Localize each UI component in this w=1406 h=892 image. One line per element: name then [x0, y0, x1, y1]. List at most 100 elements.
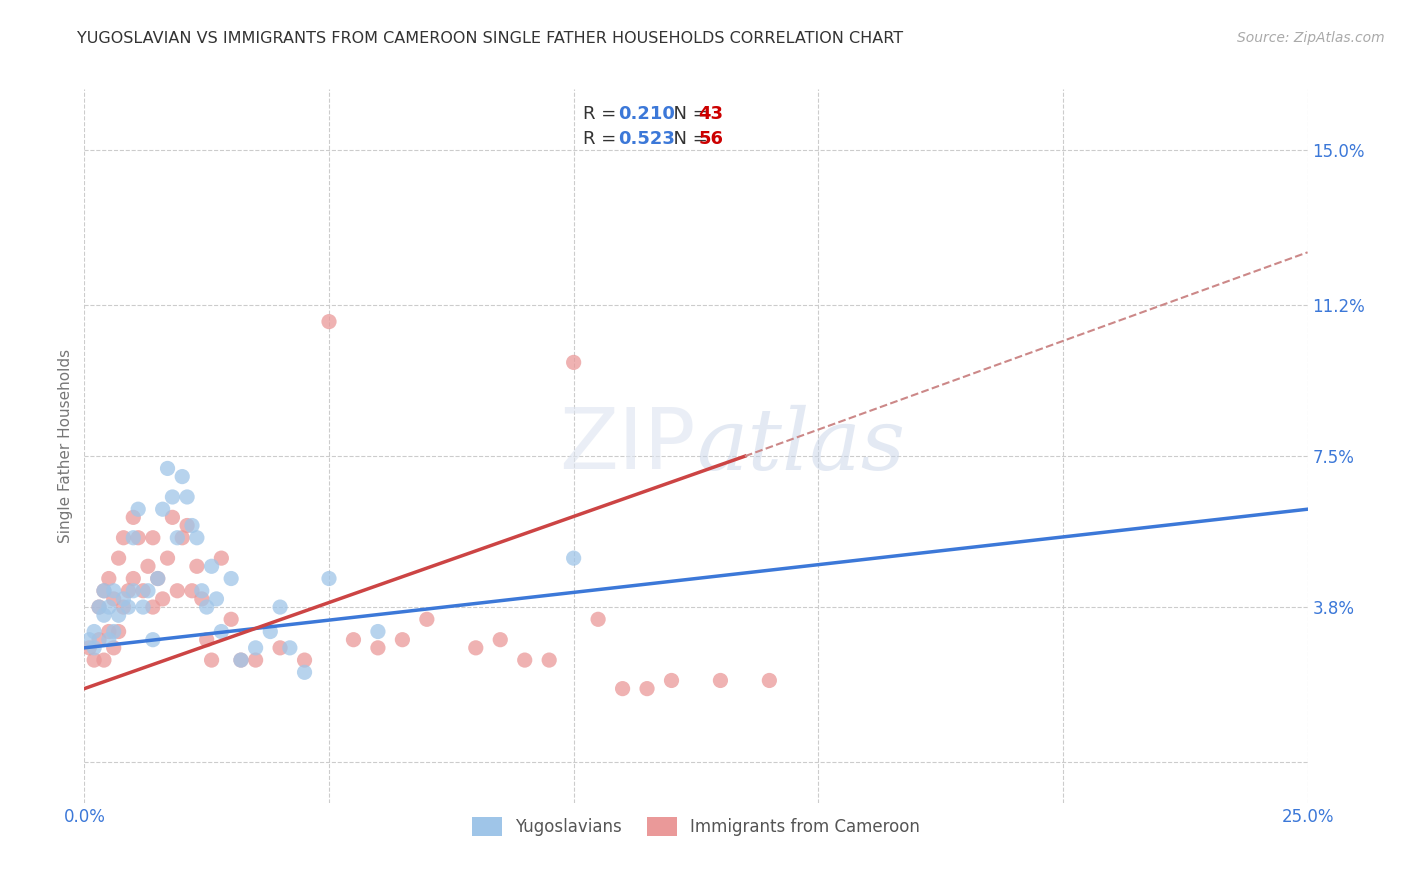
Point — [93, 608, 115, 623]
Text: atlas: atlas — [696, 405, 905, 487]
Text: R =: R = — [583, 105, 623, 123]
Point — [132, 583, 155, 598]
Point — [156, 461, 179, 475]
Point — [142, 531, 165, 545]
Point — [219, 572, 242, 586]
Point — [318, 572, 340, 586]
Point — [107, 608, 129, 623]
Text: ZIP: ZIP — [560, 404, 696, 488]
Point — [259, 624, 281, 639]
Point — [142, 600, 165, 615]
Point — [416, 612, 439, 626]
Point — [136, 583, 159, 598]
Point — [172, 531, 194, 545]
Point — [586, 612, 609, 626]
Point — [562, 551, 585, 566]
Point — [209, 551, 232, 566]
Point — [636, 681, 658, 696]
Point — [83, 653, 105, 667]
Point — [122, 583, 145, 598]
Point — [661, 673, 683, 688]
Point — [93, 583, 115, 598]
Point — [200, 653, 222, 667]
Point — [191, 591, 214, 606]
Point — [176, 490, 198, 504]
Point — [513, 653, 536, 667]
Point — [181, 583, 204, 598]
Point — [758, 673, 780, 688]
Point — [103, 591, 125, 606]
Point — [464, 640, 486, 655]
Point — [269, 600, 291, 615]
Text: YUGOSLAVIAN VS IMMIGRANTS FROM CAMEROON SINGLE FATHER HOUSEHOLDS CORRELATION CHA: YUGOSLAVIAN VS IMMIGRANTS FROM CAMEROON … — [77, 31, 904, 46]
Point — [136, 559, 159, 574]
Legend: Yugoslavians, Immigrants from Cameroon: Yugoslavians, Immigrants from Cameroon — [464, 808, 928, 845]
Point — [229, 653, 252, 667]
Point — [229, 653, 252, 667]
Text: N =: N = — [662, 130, 713, 148]
Point — [391, 632, 413, 647]
Point — [342, 632, 364, 647]
Point — [122, 531, 145, 545]
Point — [83, 640, 105, 655]
Point — [278, 640, 301, 655]
Point — [83, 624, 105, 639]
Point — [367, 624, 389, 639]
Point — [612, 681, 634, 696]
Point — [709, 673, 731, 688]
Point — [538, 653, 561, 667]
Point — [152, 502, 174, 516]
Point — [93, 653, 115, 667]
Point — [146, 572, 169, 586]
Point — [195, 632, 218, 647]
Point — [97, 632, 120, 647]
Point — [245, 640, 267, 655]
Point — [152, 591, 174, 606]
Point — [97, 624, 120, 639]
Point — [176, 518, 198, 533]
Point — [112, 600, 135, 615]
Text: 56: 56 — [699, 130, 724, 148]
Point — [87, 632, 110, 647]
Point — [219, 612, 242, 626]
Point — [77, 632, 100, 647]
Point — [489, 632, 512, 647]
Point — [112, 531, 135, 545]
Point — [367, 640, 389, 655]
Point — [186, 531, 208, 545]
Point — [562, 355, 585, 369]
Point — [142, 632, 165, 647]
Point — [269, 640, 291, 655]
Y-axis label: Single Father Households: Single Father Households — [58, 349, 73, 543]
Point — [117, 600, 139, 615]
Text: R =: R = — [583, 130, 623, 148]
Point — [117, 583, 139, 598]
Point — [245, 653, 267, 667]
Point — [146, 572, 169, 586]
Point — [122, 572, 145, 586]
Point — [294, 653, 316, 667]
Point — [87, 600, 110, 615]
Point — [103, 583, 125, 598]
Point — [318, 315, 340, 329]
Point — [156, 551, 179, 566]
Point — [103, 624, 125, 639]
Point — [191, 583, 214, 598]
Point — [162, 490, 184, 504]
Point — [87, 600, 110, 615]
Point — [166, 583, 188, 598]
Point — [97, 600, 120, 615]
Point — [166, 531, 188, 545]
Point — [181, 518, 204, 533]
Point — [97, 572, 120, 586]
Point — [127, 502, 149, 516]
Point — [205, 591, 228, 606]
Point — [162, 510, 184, 524]
Point — [77, 640, 100, 655]
Text: 0.523: 0.523 — [617, 130, 675, 148]
Point — [103, 640, 125, 655]
Point — [127, 531, 149, 545]
Point — [132, 600, 155, 615]
Text: N =: N = — [662, 105, 713, 123]
Point — [122, 510, 145, 524]
